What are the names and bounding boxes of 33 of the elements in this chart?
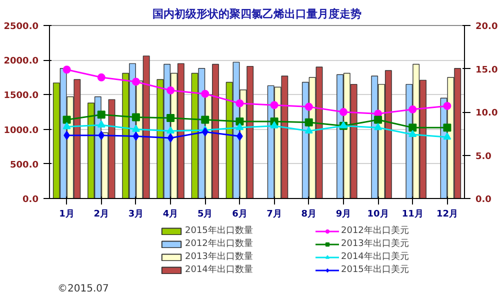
x-tick-label: 9月: [336, 208, 352, 220]
legend-label: 2012年出口数量: [185, 238, 254, 250]
y-tick-label: 2000.0: [4, 56, 39, 67]
x-tick-label: 10月: [367, 208, 389, 220]
legend-label: 2014年出口美元: [341, 250, 410, 263]
legend-label: 2015年出口美元: [341, 264, 410, 276]
legend-label: 2015年出口数量: [185, 224, 254, 237]
legend-label: 2013年出口数量: [185, 250, 254, 263]
legend-label: 2012年出口美元: [341, 224, 410, 237]
y2-tick-label: 0.0: [476, 195, 492, 205]
x-tick-label: 11月: [402, 208, 424, 220]
legend-label: 2013年出口美元: [341, 238, 410, 250]
y2-tick-label: 10.0: [476, 108, 498, 118]
y2-tick-label: 15.0: [476, 65, 498, 76]
x-tick-label: 8月: [301, 208, 317, 220]
y-tick-label: 500.0: [10, 160, 38, 170]
chart-title: 国内初级形状的聚四氯乙烯出口量月度走势: [152, 8, 362, 20]
y2-tick-label: 5.0: [476, 152, 492, 162]
y-tick-label: 1500.0: [4, 91, 39, 102]
x-tick-label: 7月: [266, 208, 282, 220]
y-tick-label: 2500.0: [4, 22, 39, 32]
y2-tick-label: 20.0: [476, 22, 498, 32]
x-tick-label: 4月: [162, 208, 178, 220]
x-tick-label: 6月: [232, 208, 248, 220]
x-tick-label: 12月: [436, 208, 458, 220]
y-tick-label: 1000.0: [4, 126, 39, 136]
x-tick-label: 5月: [197, 208, 213, 220]
legend-label: 2014年出口数量: [185, 264, 254, 276]
x-tick-label: 3月: [128, 208, 144, 220]
text: ©2015.07: [58, 284, 109, 294]
x-tick-label: 1月: [59, 208, 74, 220]
x-tick-label: 2月: [94, 208, 110, 220]
y-tick-label: 0.0: [22, 195, 39, 205]
